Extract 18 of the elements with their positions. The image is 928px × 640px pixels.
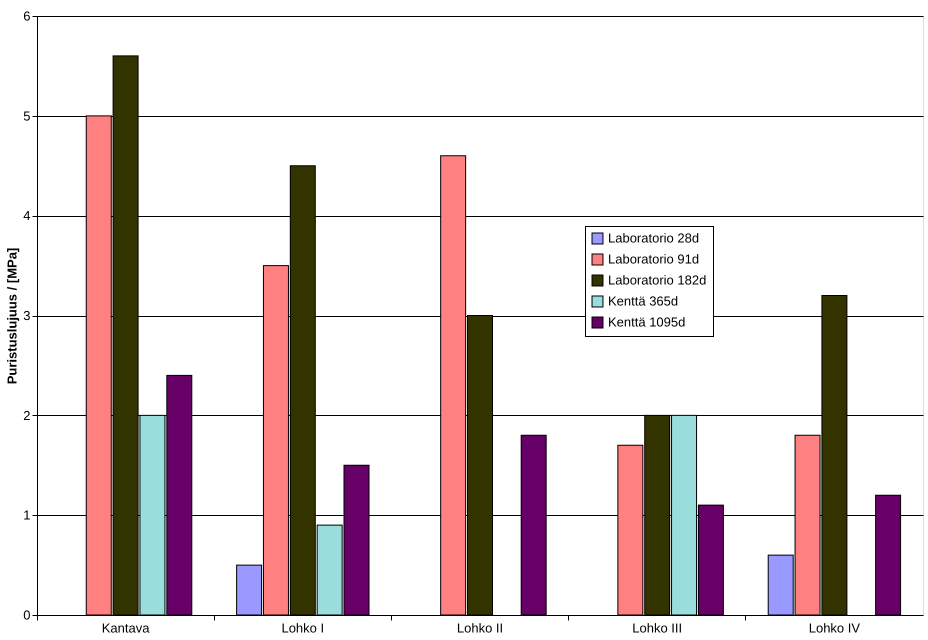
- y-tick-label: 4: [23, 208, 30, 224]
- x-tick-label: Lohko III: [632, 620, 682, 636]
- legend-label: Kenttä 365d: [608, 294, 678, 308]
- x-tick-label: Lohko I: [281, 620, 324, 636]
- y-tick-label: 5: [23, 108, 30, 124]
- y-axis-title: Puristuslujuus / [MPa]: [4, 248, 20, 384]
- legend-label: Laboratorio 91d: [608, 252, 700, 266]
- y-tick-label: 2: [23, 408, 30, 423]
- y-tick-label: 3: [23, 308, 30, 323]
- legend-label: Kenttä 1095d: [608, 314, 686, 330]
- x-tick-label: Lohko IV: [808, 620, 860, 636]
- legend-label: Laboratorio 28d: [608, 230, 700, 246]
- y-tick-label: 1: [23, 508, 30, 523]
- legend-label: Laboratorio 182d: [608, 272, 706, 288]
- y-tick-label: 6: [23, 8, 30, 24]
- x-tick-label: Kantava: [102, 620, 150, 636]
- x-tick-label: Lohko II: [456, 620, 504, 636]
- y-tick-label: 0: [23, 608, 30, 622]
